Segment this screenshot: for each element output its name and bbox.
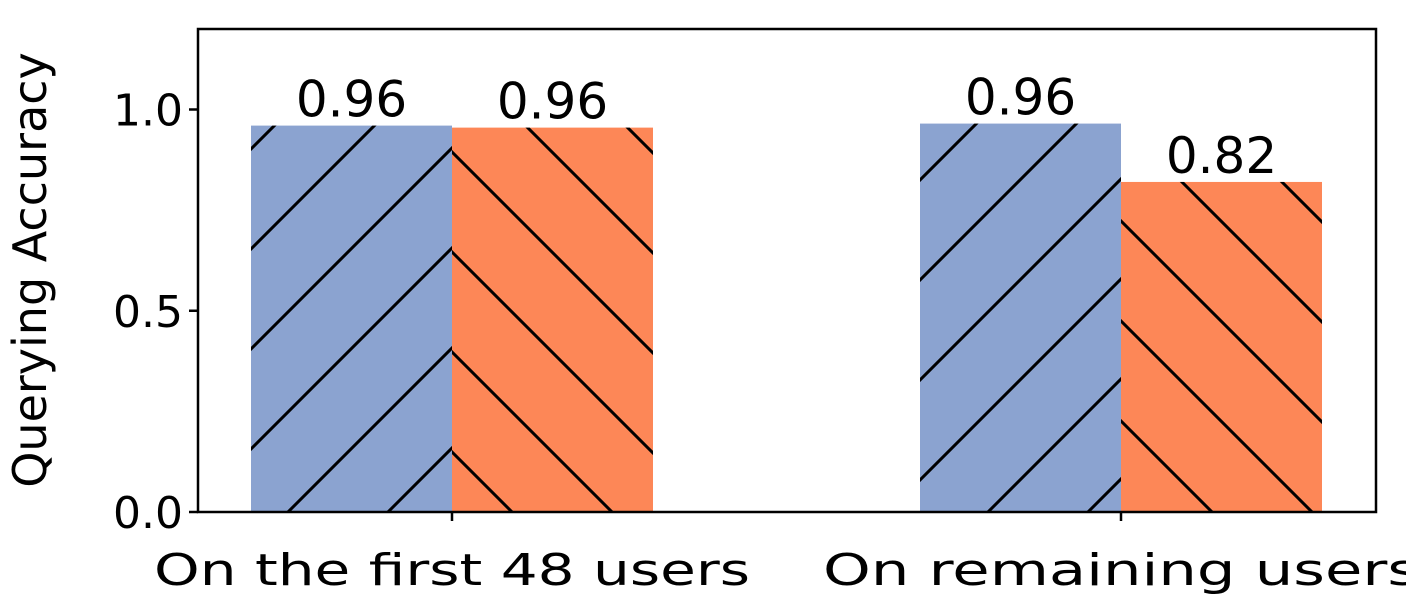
x-tick-label: On the first 48 users [154, 545, 750, 596]
x-axis: On the first 48 users On remaining users [154, 512, 1406, 596]
y-axis-title: Querying Accuracy [3, 52, 57, 488]
y-tick-label: 0.0 [113, 488, 183, 539]
data-label: 0.96 [296, 71, 407, 129]
bar-hatch [1121, 181, 1322, 512]
bar-hatch [920, 123, 1121, 513]
bar-hatch [251, 125, 452, 512]
y-tick-label: 1.0 [113, 86, 183, 137]
data-label: 0.82 [1166, 127, 1277, 185]
data-label: 0.96 [497, 73, 608, 131]
bar-hatch [452, 127, 653, 513]
y-tick-label: 0.5 [113, 287, 183, 338]
y-axis: 0.0 0.5 1.0 [113, 86, 198, 539]
data-label: 0.96 [965, 69, 1076, 127]
plot-frame [196, 27, 1378, 514]
data-labels-group: 0.96 0.96 0.96 0.82 [296, 69, 1277, 185]
bars-group [251, 123, 1322, 513]
x-tick-label: On remaining users [823, 545, 1406, 596]
